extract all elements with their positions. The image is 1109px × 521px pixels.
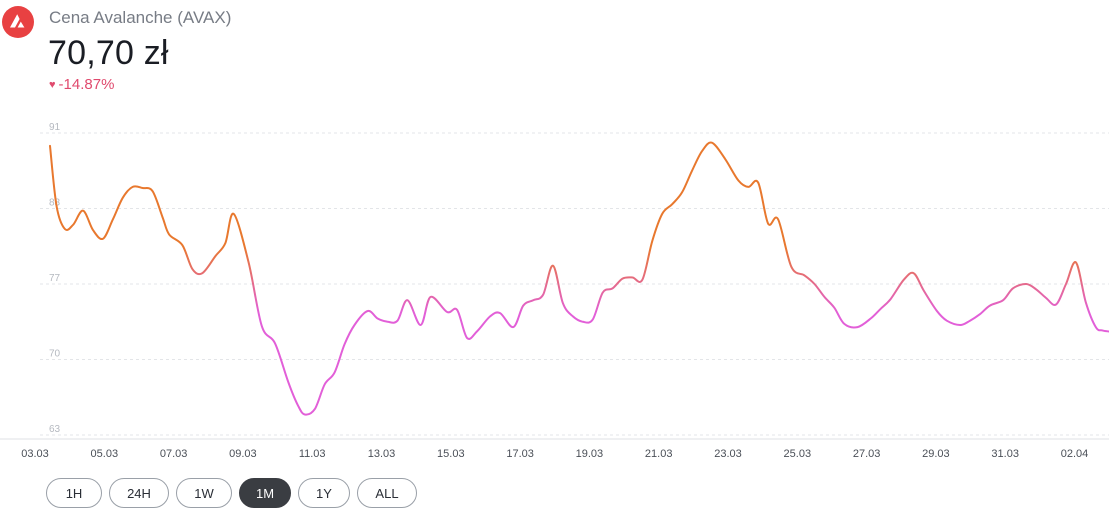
price-line[interactable] <box>49 141 1109 416</box>
heart-icon: ♥ <box>49 78 56 91</box>
x-axis: 03.03 05.03 07.03 09.03 11.03 13.03 15.03 17.03… <box>21 448 1088 460</box>
x-tick-label: 07.03 <box>160 448 188 460</box>
coin-name: Cena Avalanche (AVAX) <box>49 8 232 27</box>
x-tick-label: 25.03 <box>784 448 812 460</box>
x-tick-label: 13.03 <box>368 448 396 460</box>
range-button-24h[interactable]: 24H <box>109 478 169 508</box>
price-chart: 91 83 77 70 63 03.03 05.03 07.03 09.03 11.03 13.0… <box>0 122 1109 460</box>
x-tick-label: 31.03 <box>991 448 1019 460</box>
y-tick-label: 91 <box>49 122 61 133</box>
range-button-1y[interactable]: 1Y <box>298 478 350 508</box>
y-tick-label: 70 <box>49 349 61 360</box>
range-button-1m[interactable]: 1M <box>239 478 291 508</box>
y-tick-label: 83 <box>49 198 61 209</box>
range-button-1h[interactable]: 1H <box>46 478 102 508</box>
time-range-selector: 1H 24H 1W 1M 1Y ALL <box>46 478 417 508</box>
y-axis: 91 83 77 70 63 <box>49 122 61 435</box>
x-tick-label: 23.03 <box>714 448 742 460</box>
x-tick-label: 17.03 <box>506 448 534 460</box>
x-tick-label: 02.04 <box>1061 448 1089 460</box>
price-change: ♥ -14.87% <box>49 76 114 93</box>
x-tick-label: 09.03 <box>229 448 257 460</box>
x-tick-label: 29.03 <box>922 448 950 460</box>
x-tick-label: 27.03 <box>853 448 881 460</box>
price-header: Cena Avalanche (AVAX) 70,70 zł ♥ -14.87% <box>0 0 1109 100</box>
range-button-all[interactable]: ALL <box>357 478 417 508</box>
x-tick-label: 05.03 <box>91 448 119 460</box>
range-button-1w[interactable]: 1W <box>176 478 232 508</box>
x-tick-label: 15.03 <box>437 448 465 460</box>
x-tick-label: 19.03 <box>576 448 604 460</box>
x-tick-label: 03.03 <box>21 448 49 460</box>
y-tick-label: 77 <box>49 273 61 284</box>
grid-lines <box>0 132 1109 440</box>
x-tick-label: 11.03 <box>299 448 326 460</box>
x-tick-label: 21.03 <box>645 448 673 460</box>
price-change-value: -14.87% <box>58 76 115 93</box>
y-tick-label: 63 <box>49 424 61 435</box>
current-price: 70,70 zł <box>48 34 169 72</box>
avalanche-logo-icon <box>2 6 34 38</box>
